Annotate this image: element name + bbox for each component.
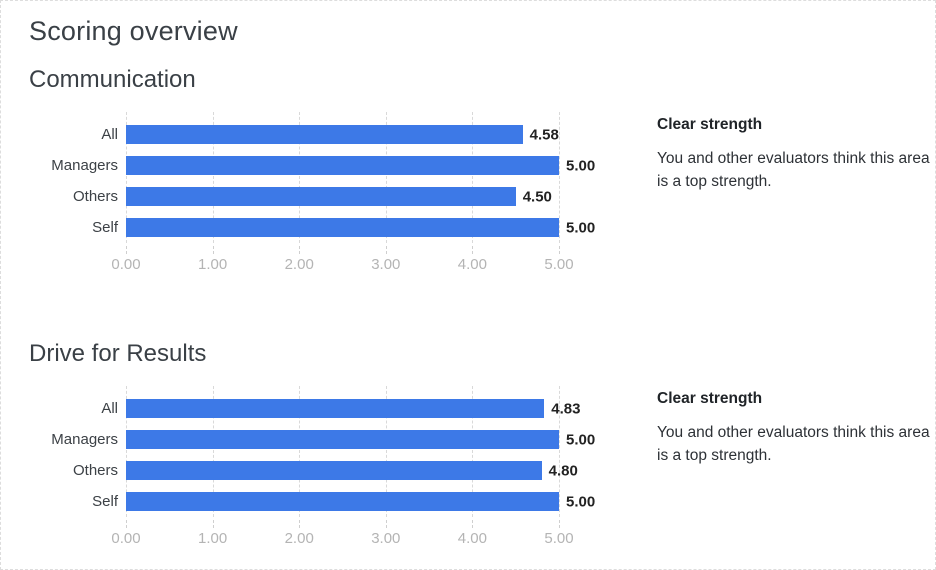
category-label: All (101, 400, 118, 417)
value-label: 4.80 (548, 462, 578, 479)
axis-tick-label: 4.00 (457, 530, 487, 547)
category-label: Managers (51, 431, 118, 448)
category-label: Self (92, 493, 118, 510)
bar-track: 4.83 (126, 399, 580, 418)
rating-description: You and other evaluators think this area… (657, 424, 930, 464)
gridline (126, 112, 127, 243)
bar-track: 5.00 (126, 492, 595, 511)
gridline (472, 386, 474, 517)
chart-row: Self 5.00 (29, 218, 629, 237)
category-label: Others (72, 462, 118, 479)
axis-tick (126, 246, 127, 254)
value-label: 5.00 (566, 431, 596, 448)
axis-tick (559, 520, 560, 528)
axis-tick-label: 2.00 (284, 530, 314, 547)
value-label: 4.83 (551, 400, 581, 417)
axis-tick-label: 3.00 (371, 530, 401, 547)
axis-tick (385, 520, 387, 528)
rating-description: You and other evaluators think this area… (657, 150, 930, 190)
axis-tick (126, 520, 127, 528)
communication-rating-info: Clear strength You and other evaluators … (657, 112, 935, 193)
chart-row: Others 4.80 (29, 461, 629, 480)
gridlines (126, 112, 560, 243)
gridline (559, 112, 560, 243)
value-label: 5.00 (566, 157, 596, 174)
axis-tick-label: 0.00 (111, 530, 141, 547)
drive-for-results-rating-info: Clear strength You and other evaluators … (657, 386, 935, 467)
axis-tick (212, 246, 214, 254)
chart-row: All 4.58 (29, 125, 629, 144)
value-label: 5.00 (566, 219, 596, 236)
axis-tick (385, 246, 387, 254)
axis-tick-label: 1.00 (197, 530, 228, 547)
value-label: 5.00 (566, 493, 596, 510)
gridline (212, 386, 214, 517)
axis-tick-label: 5.00 (544, 530, 574, 547)
chart-rows: All 4.83 Managers 5.00 Others 4.80 Self 5.00 (29, 399, 629, 511)
chart-row: Others 4.50 (29, 187, 629, 206)
gridline (299, 386, 301, 517)
value-bar: 5.00 (126, 218, 595, 237)
bar-track: 4.80 (126, 461, 578, 480)
chart-plot-area: All 4.83 Managers 5.00 Others 4.80 Self 5.00 (29, 386, 629, 517)
gridline (472, 112, 474, 243)
axis-tick (299, 520, 301, 528)
value-label: 4.50 (522, 188, 552, 205)
gridline (559, 386, 560, 517)
communication-bar-chart: All 4.58 Managers 5.00 Others 4.50 Self 5.00 0.0… (29, 112, 629, 277)
category-label: Managers (51, 157, 118, 174)
chart-row: Managers 5.00 (29, 430, 629, 449)
value-bar: 4.80 (126, 461, 578, 480)
chart-row: All 4.83 (29, 399, 629, 418)
scoring-overview-page: Scoring overview Communication All 4.58 Ma… (1, 1, 935, 551)
value-bar: 4.58 (126, 125, 559, 144)
gridline (212, 112, 214, 243)
bar-track: 5.00 (126, 430, 595, 449)
gridline (299, 112, 301, 243)
gridline (385, 112, 387, 243)
value-bar: 5.00 (126, 156, 595, 175)
category-label: Self (92, 219, 118, 236)
bar-track: 5.00 (126, 156, 595, 175)
value-bar: 5.00 (126, 430, 595, 449)
gridlines (126, 386, 560, 517)
gridline (126, 386, 127, 517)
x-axis: 0.00 1.00 2.00 3.00 4.00 5.00 (111, 243, 574, 277)
section-drive-for-results: Drive for Results All 4.83 Managers 5.00 Oth… (29, 339, 935, 551)
value-bar: 4.83 (126, 399, 580, 418)
axis-tick-label: 1.00 (197, 256, 228, 273)
axis-tick-label: 5.00 (544, 256, 574, 273)
axis-tick (559, 246, 560, 254)
section-communication: Communication All 4.58 Managers 5.00 Others 4… (29, 65, 935, 277)
x-axis: 0.00 1.00 2.00 3.00 4.00 5.00 (111, 517, 574, 551)
rating-label: Clear strength (657, 116, 763, 133)
rating-label: Clear strength (657, 390, 763, 407)
axis-tick (212, 520, 214, 528)
drive-for-results-section-title: Drive for Results (29, 340, 207, 367)
axis-tick (299, 246, 301, 254)
chart-rows: All 4.58 Managers 5.00 Others 4.50 Self 5.00 (29, 125, 629, 237)
value-label: 4.58 (529, 126, 559, 143)
gridline (385, 386, 387, 517)
axis-tick (472, 246, 474, 254)
axis-tick-label: 0.00 (111, 256, 141, 273)
category-label: All (101, 126, 118, 143)
communication-section-title: Communication (29, 66, 196, 93)
chart-plot-area: All 4.58 Managers 5.00 Others 4.50 Self 5.00 (29, 112, 629, 243)
axis-tick-label: 4.00 (457, 256, 487, 273)
axis-tick (472, 520, 474, 528)
axis-tick-label: 3.00 (371, 256, 401, 273)
bar-track: 5.00 (126, 218, 595, 237)
chart-row: Self 5.00 (29, 492, 629, 511)
value-bar: 4.50 (126, 187, 552, 206)
page-title: Scoring overview (29, 16, 238, 46)
drive-for-results-bar-chart: All 4.83 Managers 5.00 Others 4.80 Self 5.00 0.0… (29, 386, 629, 551)
bar-track: 4.58 (126, 125, 559, 144)
value-bar: 5.00 (126, 492, 595, 511)
chart-row: Managers 5.00 (29, 156, 629, 175)
axis-tick-label: 2.00 (284, 256, 314, 273)
category-label: Others (72, 188, 118, 205)
bar-track: 4.50 (126, 187, 559, 206)
